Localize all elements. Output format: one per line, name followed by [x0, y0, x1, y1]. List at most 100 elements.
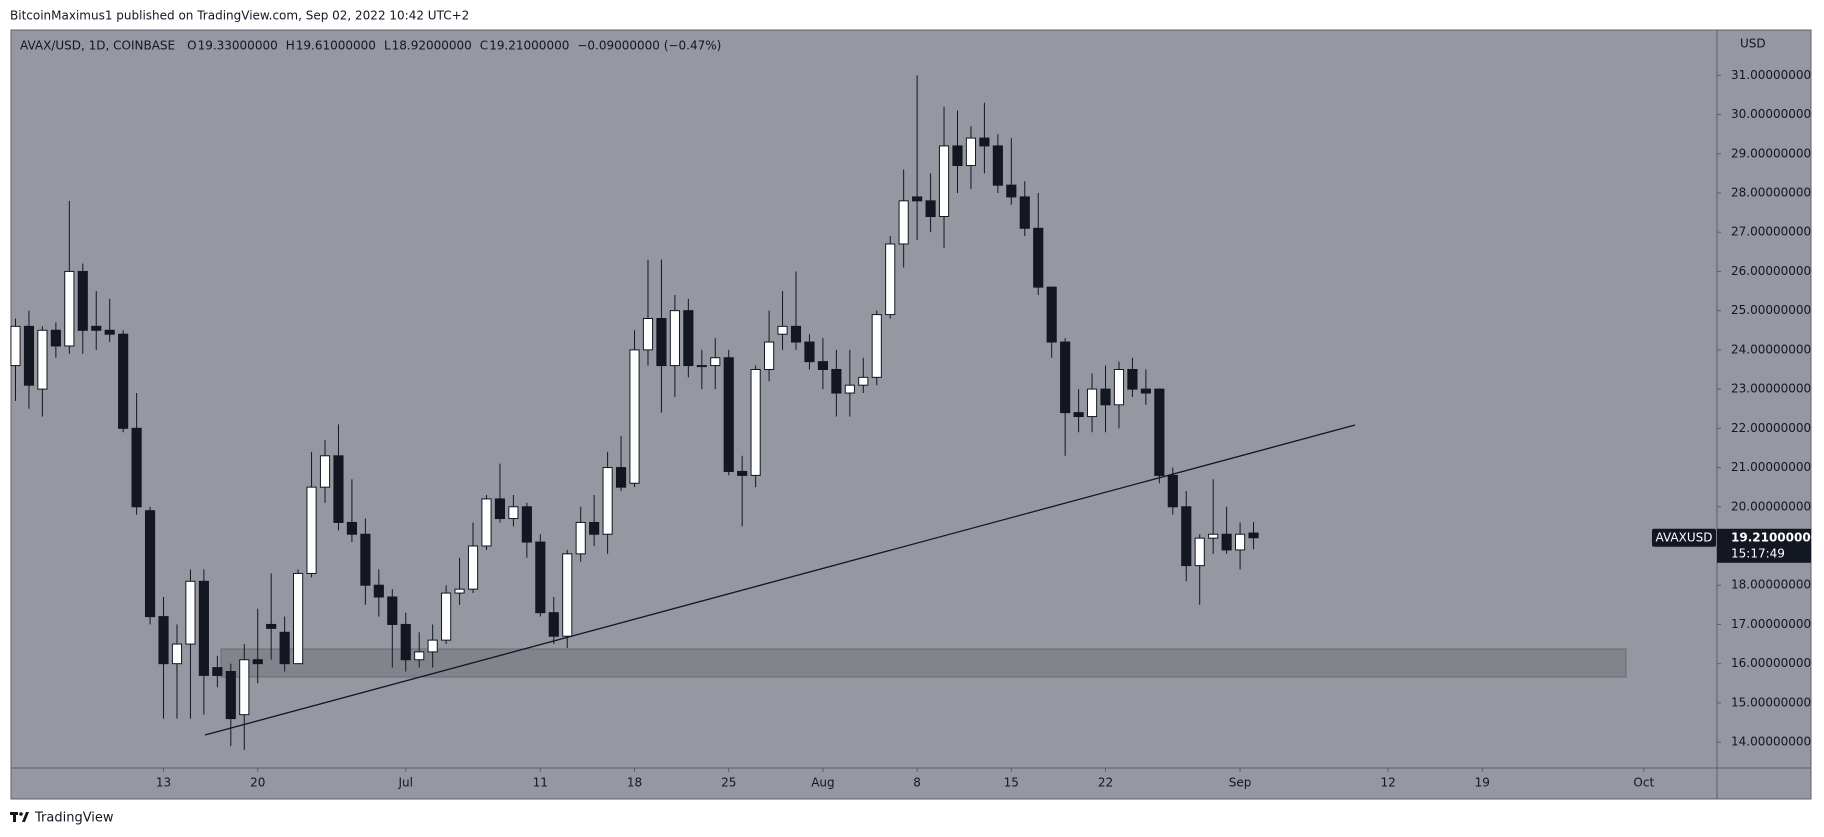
candle-body — [844, 384, 855, 394]
y-tick-label: 31.00000000 — [1731, 68, 1811, 82]
candle-body — [898, 200, 909, 245]
price-tag-countdown: 15:17:49 — [1731, 546, 1785, 560]
candle-body — [602, 467, 613, 535]
candle-body — [1127, 368, 1138, 390]
candle-body — [1060, 341, 1071, 414]
y-tick-label: 29.00000000 — [1731, 146, 1811, 160]
x-tick-label: 15 — [1004, 776, 1019, 790]
candle-body — [1006, 184, 1017, 198]
legend-key: O — [187, 39, 196, 53]
candle-body — [669, 310, 680, 367]
price-tag-value: 19.21000000 — [1731, 530, 1819, 544]
x-tick-label: 8 — [913, 776, 921, 790]
candle-body — [817, 361, 828, 370]
candle-body — [1100, 388, 1111, 406]
candle-body — [642, 318, 654, 351]
legend-change: −0.09000000 (−0.47%) — [577, 39, 721, 53]
candle-body — [804, 341, 815, 363]
candle-body — [723, 357, 734, 472]
candle-body — [279, 631, 290, 665]
candle-body — [225, 671, 236, 720]
x-tick-label: 19 — [1475, 776, 1490, 790]
legend-key: C — [480, 39, 488, 53]
candle-body — [737, 470, 748, 476]
candle-body — [481, 498, 492, 547]
candle-body — [1033, 227, 1044, 288]
candle-body — [252, 659, 263, 665]
candle-body — [790, 325, 802, 343]
candle-body — [656, 318, 667, 367]
candle-body — [912, 196, 923, 202]
y-tick-label: 21.00000000 — [1731, 460, 1811, 474]
candle-body — [1086, 388, 1098, 418]
candle-body — [777, 325, 788, 335]
candle-body — [938, 145, 950, 218]
legend-key: L — [384, 39, 391, 53]
candle-body — [965, 137, 977, 167]
candle-body — [629, 349, 640, 484]
candle-body — [696, 365, 707, 368]
y-tick-label: 18.00000000 — [1731, 578, 1811, 592]
candle-body — [346, 521, 357, 535]
candle-body — [575, 521, 586, 555]
candle-body — [1140, 388, 1151, 394]
x-tick-label: 25 — [721, 776, 736, 790]
x-tick-label: 12 — [1380, 776, 1395, 790]
x-tick-label: 20 — [250, 776, 265, 790]
candle-body — [683, 310, 694, 367]
candle-body — [454, 588, 465, 594]
x-tick-label: Aug — [811, 776, 834, 790]
candles — [10, 75, 1259, 750]
y-tick-label: 28.00000000 — [1731, 185, 1811, 199]
legend-value: 19.61000000 — [296, 39, 376, 53]
candle-body — [144, 510, 156, 618]
legend-value: 18.92000000 — [392, 39, 472, 53]
candle-body — [319, 455, 331, 488]
publisher: BitcoinMaximus1 published on TradingView… — [10, 9, 469, 23]
candle-body — [360, 533, 371, 586]
y-axis-label: USD — [1740, 37, 1766, 51]
candle-body — [925, 200, 936, 218]
candle-body — [198, 580, 209, 676]
candle-body — [858, 376, 869, 386]
candle-body — [885, 243, 896, 316]
candle-body — [548, 612, 559, 637]
y-tick-label: 25.00000000 — [1731, 303, 1811, 317]
candle-body — [1154, 388, 1165, 476]
candle-body — [212, 667, 223, 676]
candle-body — [615, 467, 627, 488]
candle-body — [764, 341, 775, 370]
legend-value: 19.21000000 — [489, 39, 569, 53]
candle-body — [158, 616, 169, 665]
candle-body — [952, 145, 963, 167]
x-tick-label: Jul — [398, 776, 413, 790]
candle-body — [239, 659, 250, 716]
y-tick-label: 30.00000000 — [1731, 107, 1811, 121]
candle-body — [23, 325, 35, 386]
candle-body — [333, 455, 344, 523]
candle-body — [293, 572, 304, 665]
price-tag-symbol: AVAXUSD — [1656, 530, 1713, 544]
candle-body — [1113, 368, 1125, 406]
candle-body — [1046, 286, 1057, 343]
candle-body — [387, 596, 398, 625]
candle-body — [400, 623, 411, 661]
candle-body — [508, 506, 519, 520]
candle-body — [1167, 474, 1178, 508]
candle-body — [750, 368, 761, 476]
candle-body — [10, 325, 21, 367]
candle-body — [118, 333, 129, 429]
y-tick-label: 15.00000000 — [1731, 695, 1811, 709]
legend-key: H — [286, 39, 295, 53]
candle-body — [414, 651, 425, 661]
candle-body — [64, 270, 75, 347]
candle-body — [185, 580, 196, 645]
candle-body — [1181, 506, 1192, 567]
x-tick-label: 11 — [533, 776, 548, 790]
x-tick-label: 22 — [1098, 776, 1113, 790]
candle-body — [266, 623, 277, 629]
candle-body — [306, 486, 317, 574]
candle-body — [494, 498, 506, 520]
